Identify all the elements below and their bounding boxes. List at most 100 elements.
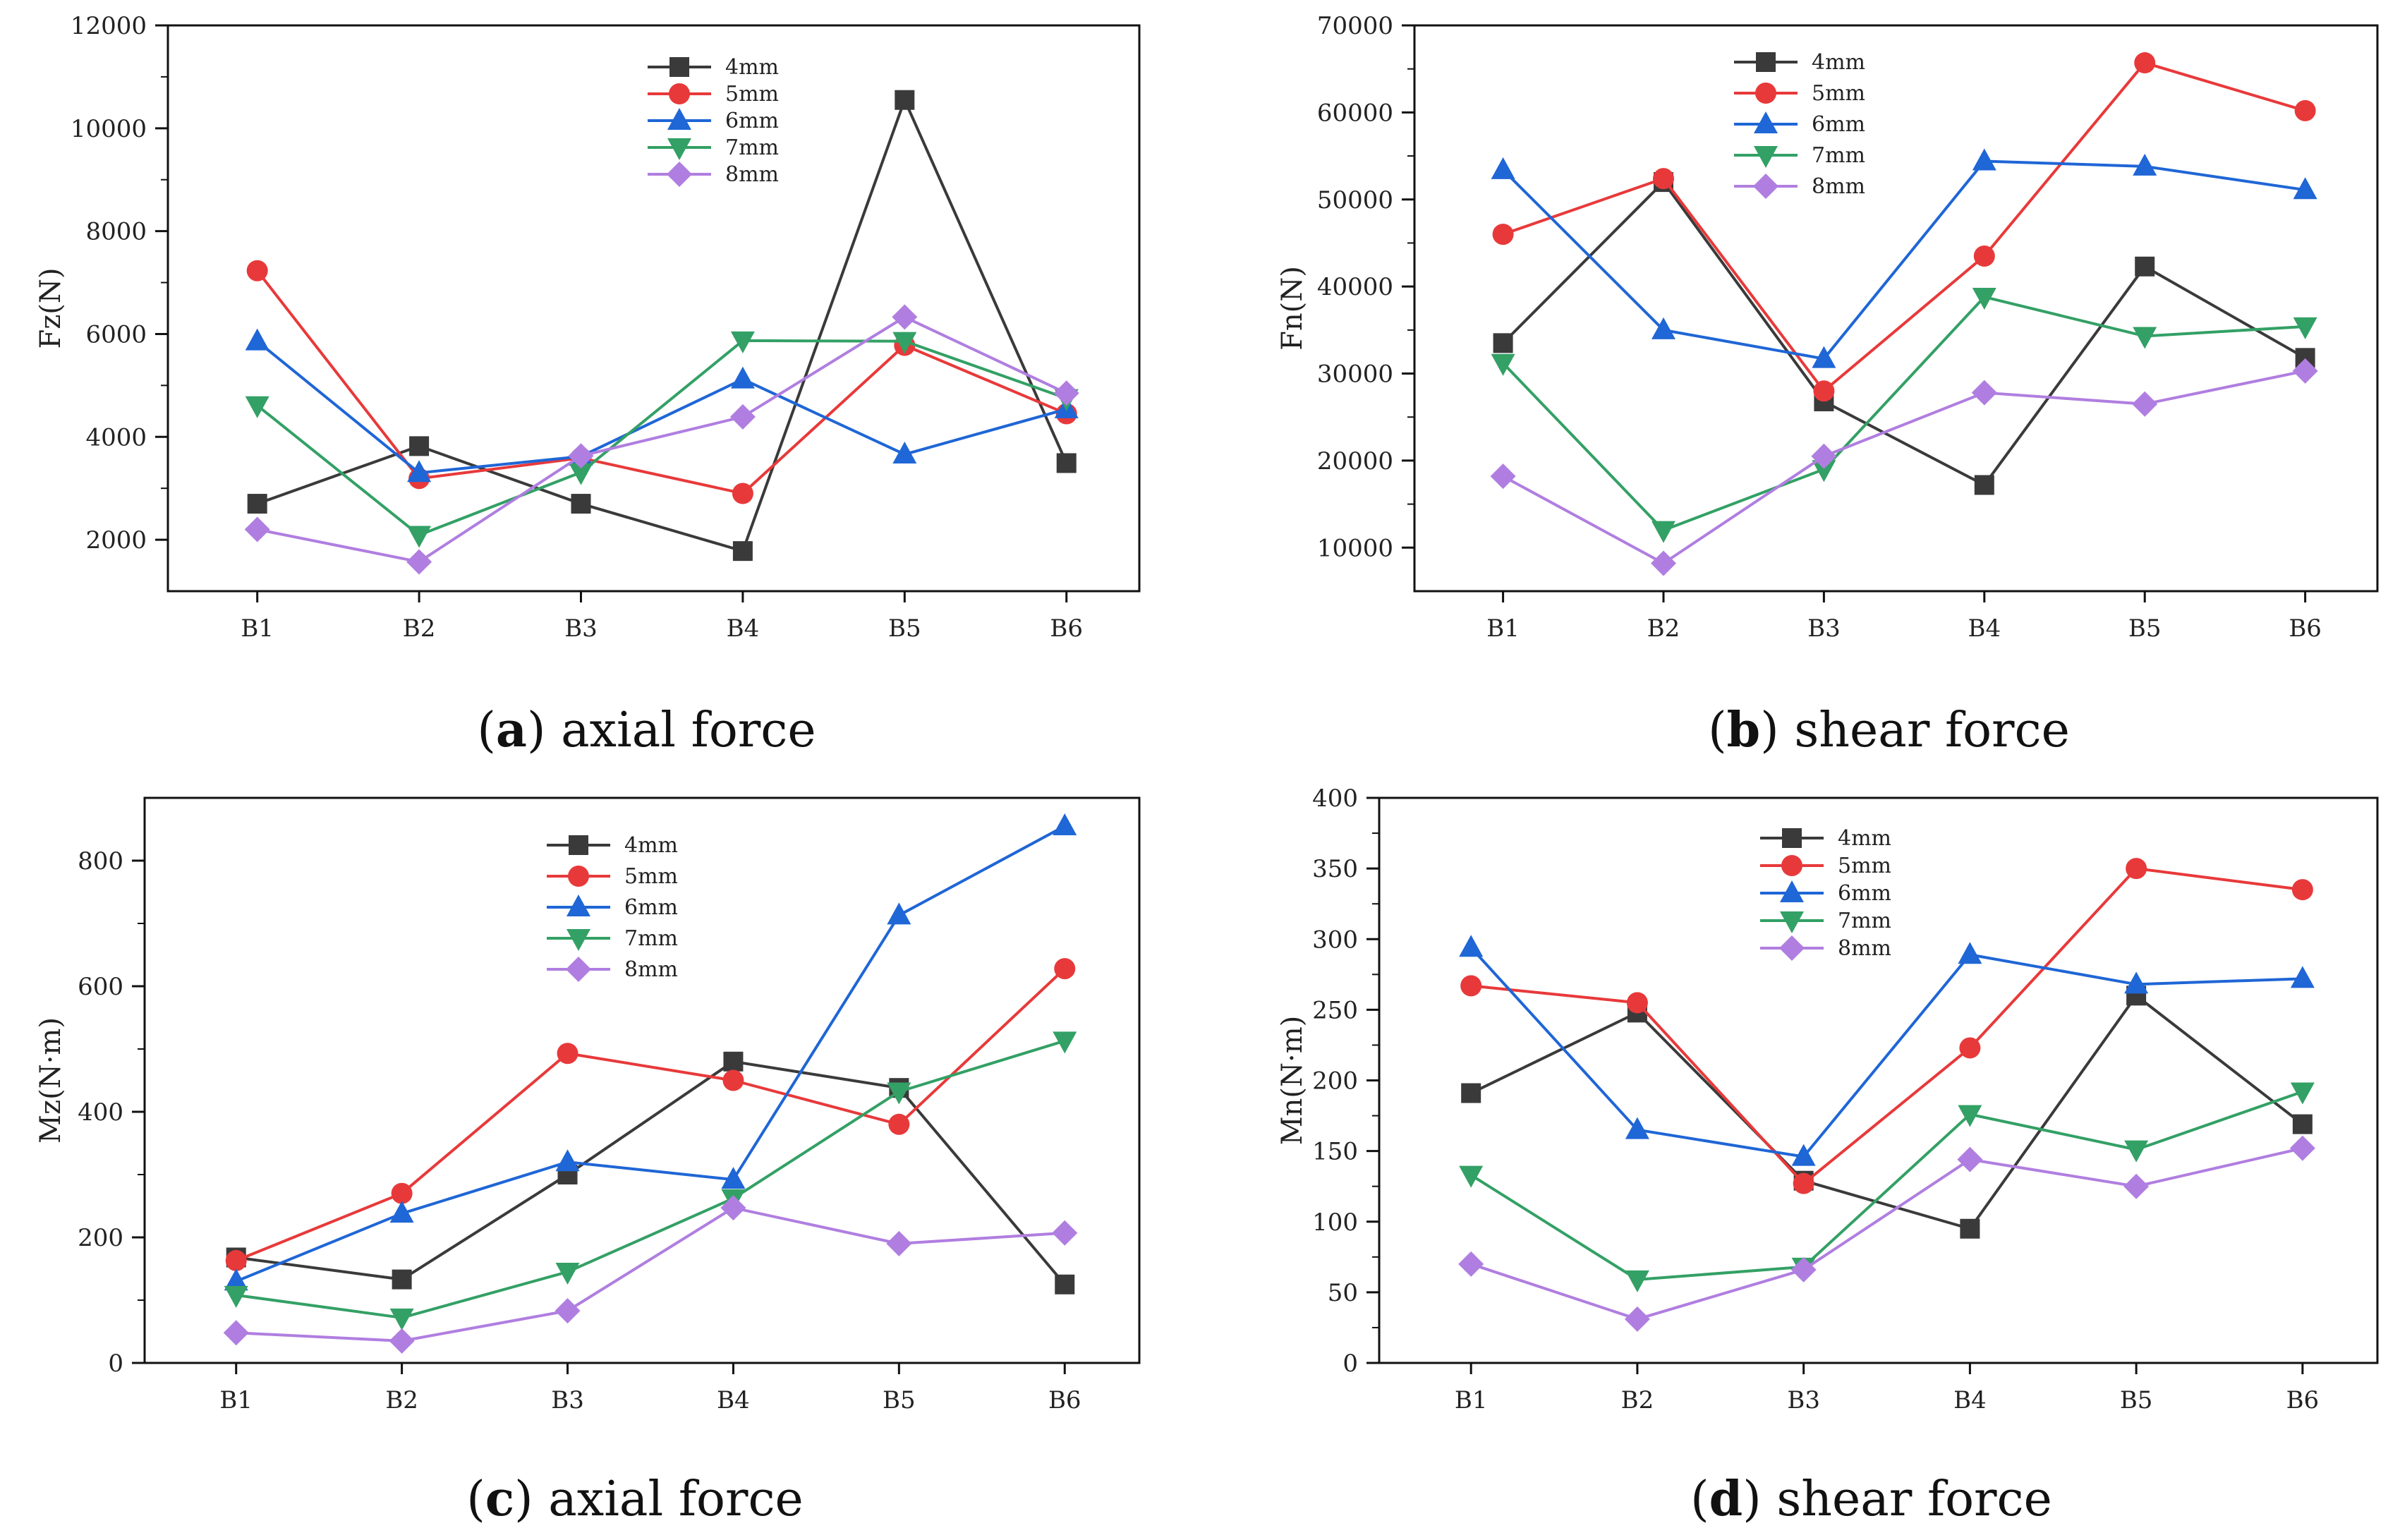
y-tick-label: 10000: [71, 115, 147, 143]
data-point: [1650, 550, 1676, 576]
legend-label: 5mm: [725, 82, 779, 107]
legend-marker: [667, 138, 691, 160]
legend-item: 7mm: [1734, 143, 1865, 168]
data-point: [1652, 168, 1674, 190]
legend: 4mm 5mm 6mm 7mm 8mm: [1760, 826, 1891, 961]
legend-label: 6mm: [1812, 112, 1865, 137]
panel-caption-text: shear force: [1794, 703, 2070, 758]
y-tick-label: 4000: [85, 423, 147, 451]
series-line: [1502, 181, 2306, 487]
series-line: [1470, 994, 2304, 1230]
series-line: [236, 1060, 1066, 1286]
panel-caption: (b) shear force: [1708, 702, 2070, 758]
data-point: [722, 1069, 744, 1091]
data-point: [1972, 148, 1996, 171]
legend-item: 7mm: [547, 926, 678, 951]
data-point: [244, 516, 270, 542]
data-point: [1812, 346, 1836, 368]
data-point: [2290, 1082, 2315, 1105]
series-line: [257, 98, 1068, 553]
legend-marker: [1781, 855, 1802, 876]
legend-label: 4mm: [1838, 826, 1891, 851]
data-point: [2133, 153, 2157, 176]
data-point: [1491, 157, 1515, 179]
data-point: [1811, 443, 1837, 469]
x-tick-label: B5: [888, 614, 921, 643]
x-tick-label: B5: [883, 1386, 916, 1414]
legend-label: 5mm: [1838, 854, 1891, 878]
legend-item: 4mm: [648, 55, 779, 80]
series-line: [256, 340, 1067, 475]
data-point: [407, 526, 432, 548]
series-8mm: [1490, 358, 2318, 576]
x-tick-label: B6: [2286, 1386, 2320, 1414]
y-axis-label: Mz(N·m): [35, 1017, 67, 1144]
x-tick-label: B2: [1621, 1386, 1654, 1414]
legend-item: 7mm: [1760, 909, 1891, 933]
legend-marker: [667, 108, 691, 130]
data-point: [1972, 287, 1996, 310]
y-tick-label: 50: [1328, 1279, 1358, 1307]
x-tick-label: B1: [241, 614, 274, 643]
data-point: [723, 1051, 744, 1072]
legend-item: 4mm: [1760, 826, 1891, 851]
panel-caption-text: shear force: [1776, 1472, 2052, 1527]
legend-marker: [1753, 174, 1778, 199]
series-line: [1470, 867, 2303, 1185]
y-tick-label: 150: [1312, 1138, 1358, 1166]
data-point: [1959, 1037, 1981, 1059]
data-point: [2126, 858, 2147, 880]
y-tick-label: 350: [1312, 855, 1358, 883]
panel-caption: (d) shear force: [1690, 1471, 2052, 1527]
series-7mm: [224, 1031, 1077, 1330]
y-tick-label: 0: [1343, 1350, 1358, 1378]
data-point: [225, 1249, 247, 1271]
data-point: [888, 1113, 910, 1135]
legend: 4mm 5mm 6mm 7mm 8mm: [547, 833, 678, 982]
legend-label: 5mm: [1812, 81, 1865, 106]
panel-a-axial-force: 2000 4000 6000 8000 10000 12000 B1 B2 B3 B4 B5 B6 Fz…: [35, 12, 1141, 758]
y-tick-label: 600: [78, 973, 123, 1001]
series-line: [1502, 295, 2305, 532]
data-point: [406, 549, 432, 575]
data-point: [1055, 1274, 1075, 1295]
x-tick-label: B5: [2128, 614, 2162, 643]
series-line: [1470, 1146, 2303, 1321]
data-point: [1960, 1218, 1980, 1239]
series-line: [235, 825, 1066, 1283]
data-point: [1053, 813, 1077, 836]
data-point: [389, 1328, 415, 1354]
legend-item: 5mm: [1734, 81, 1865, 106]
series-5mm: [1492, 52, 2316, 402]
legend-label: 7mm: [1812, 143, 1865, 168]
data-point: [892, 442, 917, 464]
data-point: [887, 1082, 911, 1105]
x-tick-label: B2: [1647, 614, 1680, 643]
y-tick-label: 70000: [1317, 12, 1393, 40]
y-axis-label: Fn(N): [1276, 266, 1309, 351]
panel-letter: d: [1709, 1471, 1743, 1527]
legend-item: 5mm: [648, 82, 779, 107]
panel-caption: (c) axial force: [466, 1471, 804, 1527]
series-line: [1502, 369, 2306, 565]
series-7mm: [1491, 287, 2317, 543]
data-point: [571, 494, 591, 514]
legend: 4mm 5mm 6mm 7mm 8mm: [1734, 50, 1865, 199]
series-6mm: [245, 328, 1079, 483]
data-point: [2123, 1173, 2150, 1199]
panel-letter: a: [496, 702, 527, 758]
plot-frame: [143, 796, 1141, 1364]
x-tick-label: B3: [1787, 1386, 1820, 1414]
legend-marker: [568, 866, 589, 887]
data-point: [732, 541, 753, 562]
data-point: [720, 1195, 746, 1221]
data-point: [555, 1262, 580, 1285]
data-point: [246, 260, 268, 281]
y-tick-label: 2000: [85, 526, 147, 554]
data-point: [1626, 992, 1648, 1014]
data-point: [1054, 958, 1076, 980]
x-tick-label: B4: [717, 1386, 750, 1414]
data-point: [887, 902, 911, 925]
data-point: [2124, 971, 2149, 994]
